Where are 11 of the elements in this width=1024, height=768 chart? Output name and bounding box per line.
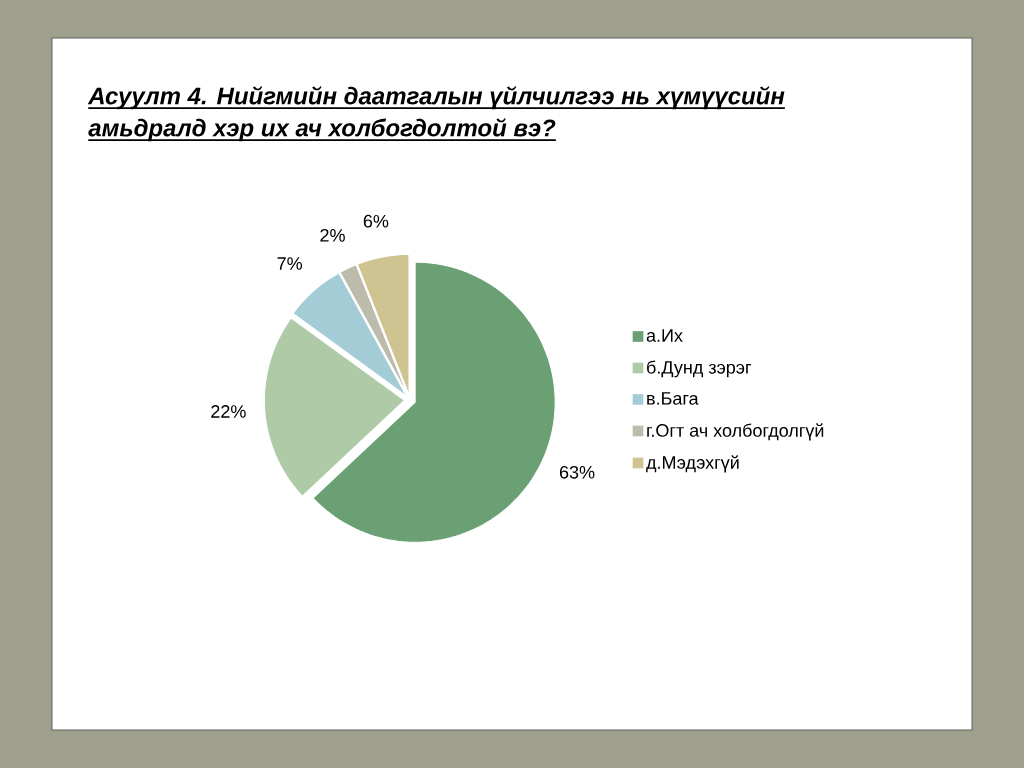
data-label: 6%: [363, 214, 389, 228]
legend-label: г.Огт ач холбогдолгүй: [647, 423, 824, 441]
legend-label: в.Бага: [647, 392, 699, 405]
data-label: 2%: [320, 228, 345, 242]
legend-label: а.Их: [646, 329, 683, 342]
data-label: 22%: [211, 405, 246, 418]
legend-label: б.Дунд зэрэг: [647, 360, 751, 378]
chart-title: Асуулт 4. Нийгмийн даатгалын үйлчилгээ нь хүмүүсийн амьдралд хэр их ач холбогдолтой вэ?: [87, 86, 785, 142]
data-label: 7%: [277, 257, 303, 270]
data-label: 63%: [559, 465, 595, 479]
legend-label: д.Мэдэхгүй: [646, 455, 739, 473]
